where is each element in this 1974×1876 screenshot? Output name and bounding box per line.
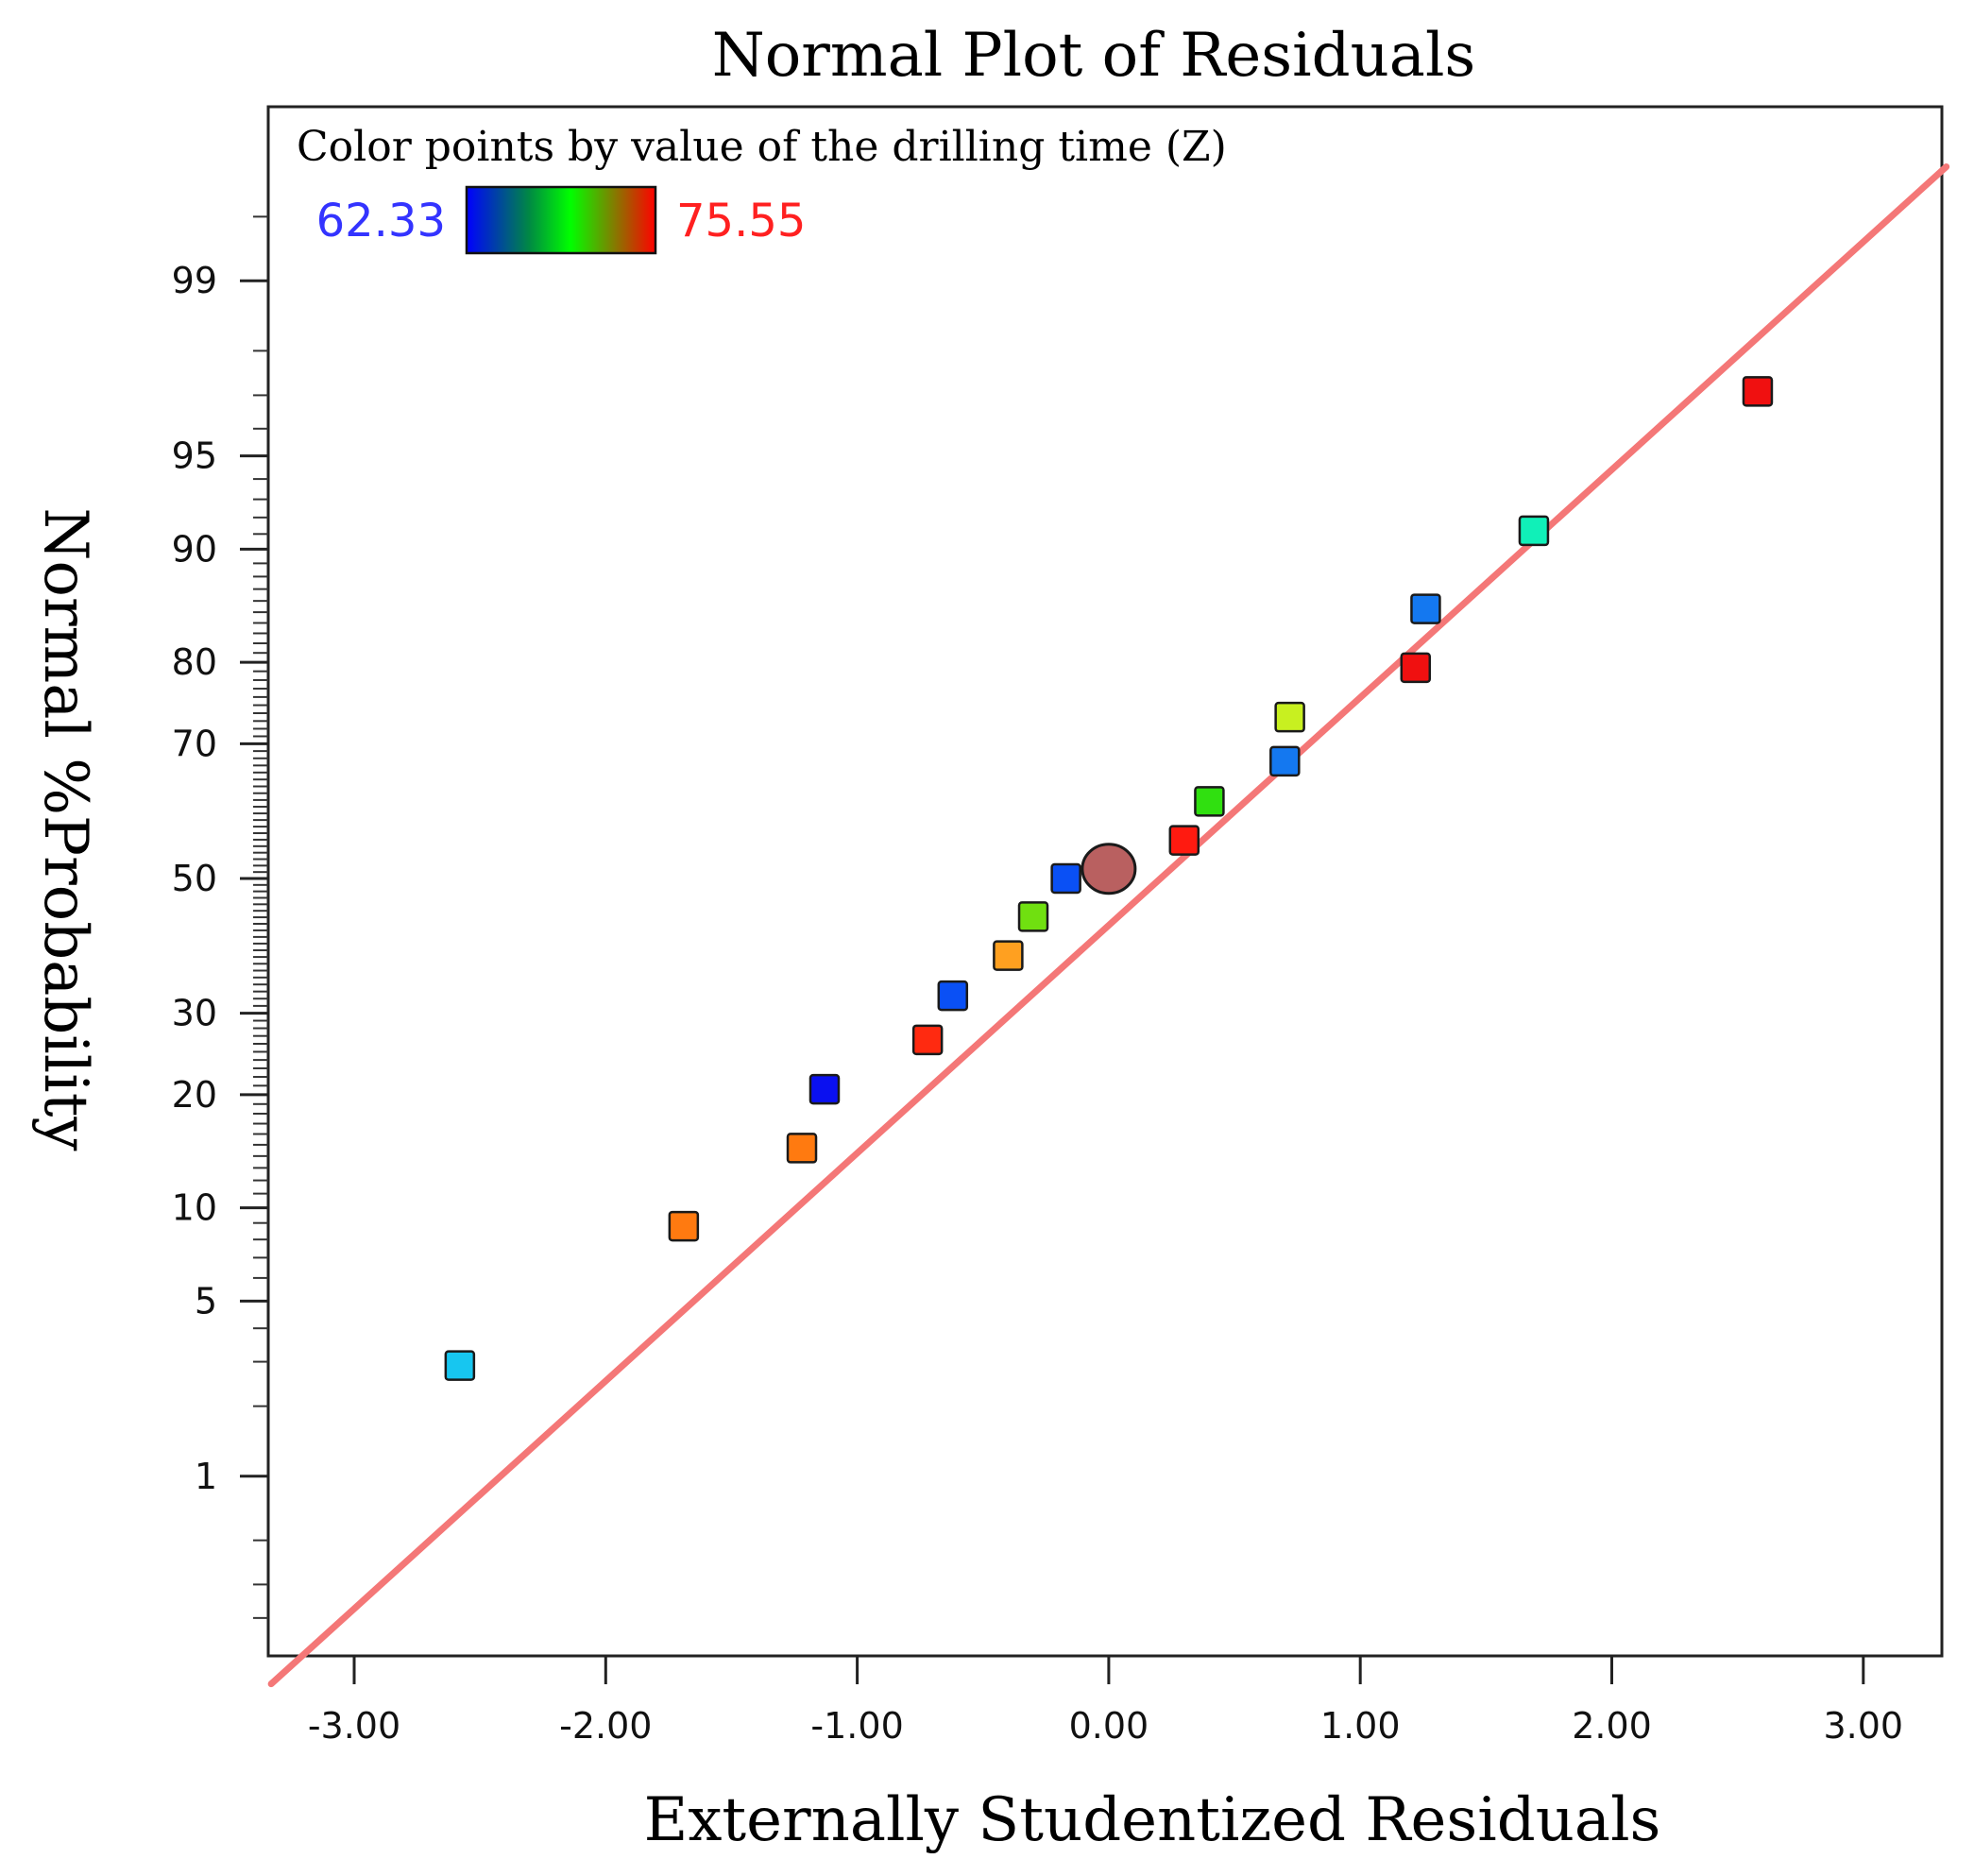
data-point [786, 1133, 818, 1164]
data-point [1410, 593, 1441, 624]
legend-title: Color points by value of the drilling ti… [297, 123, 1227, 171]
y-tick-label: 50 [172, 858, 217, 899]
data-point [668, 1210, 700, 1242]
color-legend: Color points by value of the drilling ti… [297, 123, 1227, 255]
data-points [444, 376, 1774, 1381]
data-point [1400, 652, 1432, 684]
x-axis: -3.00 -2.00 -1.00 0.00 1.00 2.00 3.00 [308, 1656, 1903, 1747]
x-tick-label: 0.00 [1069, 1705, 1149, 1747]
y-tick-label: 99 [172, 260, 217, 301]
data-point [993, 940, 1024, 971]
x-tick-label: 1.00 [1320, 1705, 1401, 1747]
y-tick-label: 95 [172, 435, 217, 477]
y-tick-label: 1 [195, 1456, 217, 1497]
y-tick-label: 80 [172, 641, 217, 683]
data-point [937, 980, 969, 1012]
highlighted-point [1081, 843, 1137, 895]
data-point [444, 1350, 476, 1381]
data-point [1274, 701, 1305, 733]
data-point [1194, 786, 1225, 817]
x-tick-label: -3.00 [308, 1705, 400, 1747]
chart-title: Normal Plot of Residuals [712, 21, 1476, 91]
x-tick-label: 3.00 [1823, 1705, 1903, 1747]
data-point [1742, 376, 1774, 407]
y-tick-label: 20 [172, 1074, 217, 1116]
y-tick-label: 5 [195, 1280, 217, 1322]
fit-line-layer [267, 162, 1950, 1688]
x-tick-label: 2.00 [1572, 1705, 1652, 1747]
data-point [1168, 825, 1200, 856]
data-point [1050, 862, 1081, 895]
y-tick-label: 30 [172, 993, 217, 1034]
fit-line [267, 162, 1950, 1688]
legend-min-value: 62.33 [316, 195, 446, 247]
data-point [911, 1024, 944, 1056]
data-point [1017, 901, 1049, 932]
x-tick-label: -2.00 [559, 1705, 652, 1747]
legend-gradient-bar [465, 185, 657, 255]
y-tick-label: 90 [172, 528, 217, 570]
x-tick-label: -1.00 [810, 1705, 903, 1747]
legend-max-value: 75.55 [676, 195, 806, 247]
y-axis: 1 5 10 20 30 50 70 80 90 95 99 [172, 215, 268, 1619]
y-tick-label: 70 [172, 723, 217, 764]
x-axis-title: Externally Studentized Residuals [644, 1785, 1661, 1855]
y-axis-title: Normal %Probability [30, 507, 100, 1151]
data-point [1518, 515, 1550, 547]
data-point [808, 1073, 841, 1105]
y-tick-label: 10 [172, 1187, 217, 1229]
data-point [1269, 745, 1301, 777]
